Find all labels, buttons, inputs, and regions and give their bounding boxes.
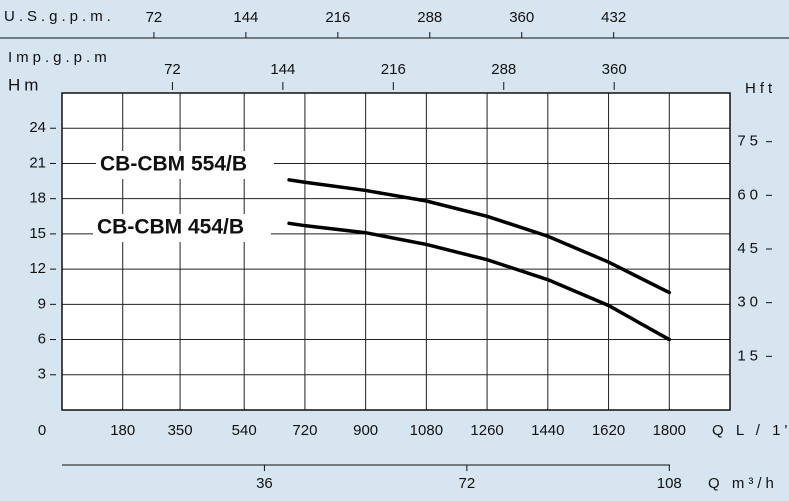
x2-tick-label: 288 bbox=[491, 61, 516, 78]
plot-area bbox=[62, 93, 730, 410]
plot-border bbox=[61, 92, 731, 411]
y2-tick-label: 15 bbox=[737, 347, 762, 364]
top-axis-label: U.S.g.p.m. bbox=[4, 8, 115, 25]
y-tick-label: 9 bbox=[38, 295, 46, 312]
y-tick-label: 3 bbox=[38, 366, 46, 383]
y-tick-label: 18 bbox=[29, 190, 46, 207]
x2-tick-label: 360 bbox=[602, 61, 627, 78]
x-tick-label: 1800 bbox=[653, 422, 686, 439]
series-label: CB-CBM 554/B bbox=[100, 153, 247, 176]
y-tick-label: 21 bbox=[29, 154, 46, 171]
y2-tick-label: 60 bbox=[737, 186, 762, 203]
x-tick-label: 180 bbox=[110, 422, 135, 439]
x-tick-label: 0 bbox=[38, 422, 46, 439]
curve bbox=[287, 221, 672, 342]
bottom2-axis-label: Q m³/h bbox=[708, 475, 778, 492]
x-tick-label: 1440 bbox=[531, 422, 564, 439]
series-label-bg bbox=[96, 151, 274, 179]
x2-tick-label: 36 bbox=[256, 475, 273, 492]
x-tick-label: 540 bbox=[232, 422, 257, 439]
y-tick-label: 6 bbox=[38, 331, 46, 348]
x2-tick-label: 360 bbox=[509, 9, 534, 26]
x2-tick-label: 216 bbox=[325, 9, 350, 26]
x-tick-label: 350 bbox=[168, 422, 193, 439]
y2-tick-label: 75 bbox=[737, 133, 762, 150]
x2-tick-label: 216 bbox=[381, 61, 406, 78]
x-tick-label: 1260 bbox=[470, 422, 503, 439]
y-tick-label: 12 bbox=[29, 260, 46, 277]
x-tick-label: 900 bbox=[353, 422, 378, 439]
y-axis-label: Hm bbox=[8, 75, 42, 94]
y-tick-label: 15 bbox=[29, 225, 46, 242]
x2-tick-label: 108 bbox=[657, 475, 682, 492]
top2-axis-label: Imp.g.p.m bbox=[8, 49, 111, 66]
curve bbox=[287, 178, 672, 295]
x2-tick-label: 432 bbox=[601, 9, 626, 26]
x2-tick-label: 72 bbox=[146, 9, 163, 26]
x-tick-label: 1620 bbox=[592, 422, 625, 439]
x2-tick-label: 72 bbox=[459, 475, 476, 492]
x2-tick-label: 144 bbox=[270, 61, 295, 78]
series-label: CB-CBM 454/B bbox=[97, 216, 244, 239]
x2-tick-label: 72 bbox=[164, 61, 181, 78]
y2-tick-label: 45 bbox=[737, 240, 762, 257]
series-label-bg bbox=[93, 214, 271, 242]
x-tick-label: 1080 bbox=[410, 422, 443, 439]
x2-tick-label: 288 bbox=[417, 9, 442, 26]
x-tick-label: 720 bbox=[292, 422, 317, 439]
x2-tick-label: 144 bbox=[233, 9, 258, 26]
y-tick-label: 24 bbox=[29, 119, 46, 136]
y2-tick-label: 30 bbox=[737, 294, 762, 311]
x-axis-label: Q L / 1' bbox=[712, 422, 789, 439]
y2-axis-label: Hft bbox=[745, 80, 776, 97]
